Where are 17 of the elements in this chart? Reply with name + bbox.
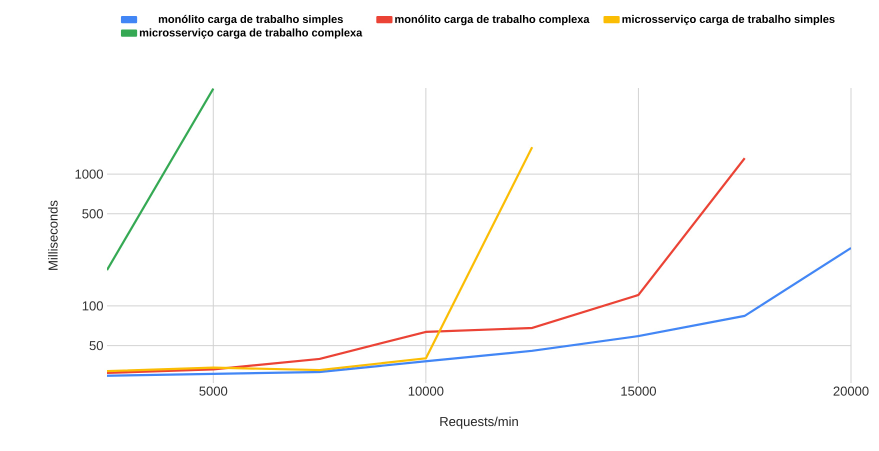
x-tick-label: 15000 (621, 386, 656, 396)
y-tick-label: 100 (82, 301, 103, 310)
y-tick-label: 50 (90, 340, 103, 350)
line-series (107, 157, 746, 374)
line-series (107, 246, 851, 377)
x-tick-label: 10000 (408, 386, 444, 396)
legend-label: microsserviço carga de trabalho simples (622, 14, 835, 26)
y-tick-label: 1000 (76, 169, 103, 179)
y-tick-label: 500 (82, 209, 103, 218)
legend-label: monólito carga de trabalho simples (158, 14, 343, 26)
line-series (107, 146, 534, 372)
y-axis-title: Milliseconds (48, 200, 58, 270)
legend-label: monólito carga de trabalho complexa (395, 14, 590, 26)
x-tick-label: 20000 (834, 386, 869, 396)
legend-label: microsserviço carga de trabalho complexa (140, 28, 362, 39)
x-axis-title: Requests/min (440, 416, 518, 429)
x-tick-label: 5000 (199, 386, 228, 396)
